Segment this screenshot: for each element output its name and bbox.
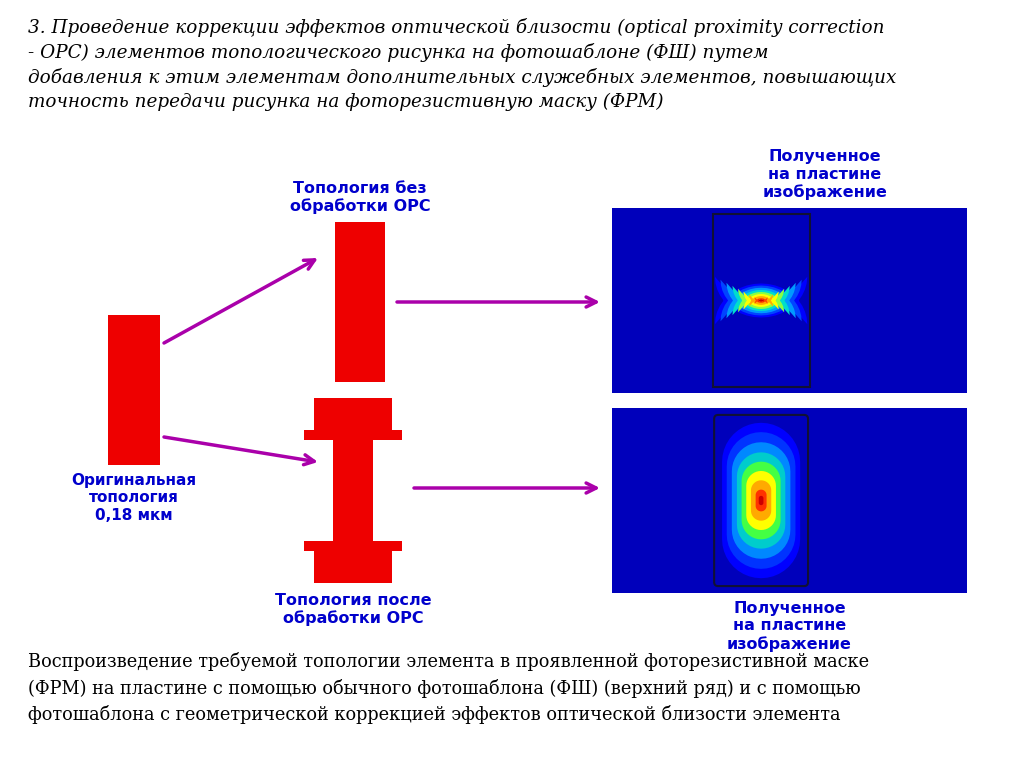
Polygon shape <box>727 432 796 569</box>
Polygon shape <box>759 299 764 302</box>
Text: Топология после
обработки ОРС: Топология после обработки ОРС <box>274 593 431 626</box>
Polygon shape <box>751 480 771 521</box>
Polygon shape <box>738 289 784 313</box>
Polygon shape <box>726 283 796 318</box>
Polygon shape <box>746 471 776 530</box>
Polygon shape <box>732 286 790 315</box>
Polygon shape <box>750 294 773 306</box>
Text: Полученное
на пластине
изображение: Полученное на пластине изображение <box>727 601 852 652</box>
Polygon shape <box>737 452 785 548</box>
Polygon shape <box>721 280 802 321</box>
Bar <box>612 408 967 593</box>
Polygon shape <box>755 297 768 304</box>
Text: 3. Проведение коррекции эффектов оптической близости (optical proximity correcti: 3. Проведение коррекции эффектов оптичес… <box>28 18 896 111</box>
Polygon shape <box>722 423 800 578</box>
Text: Топология без
обработки ОРС: Топология без обработки ОРС <box>290 180 430 214</box>
Bar <box>108 315 160 465</box>
Bar <box>612 208 967 393</box>
Text: Полученное
на пластине
изображение: Полученное на пластине изображение <box>763 149 888 200</box>
Bar <box>335 222 385 382</box>
Polygon shape <box>715 276 807 324</box>
Text: Воспроизведение требуемой топологии элемента в проявленной фоторезистивной маске: Воспроизведение требуемой топологии элем… <box>28 652 869 724</box>
Bar <box>713 214 810 387</box>
Polygon shape <box>732 442 791 559</box>
Polygon shape <box>741 462 780 539</box>
Polygon shape <box>759 496 764 505</box>
Text: Оригинальная
топология
0,18 мкм: Оригинальная топология 0,18 мкм <box>72 473 197 523</box>
Polygon shape <box>756 490 767 511</box>
Polygon shape <box>304 398 402 583</box>
Polygon shape <box>743 292 778 310</box>
